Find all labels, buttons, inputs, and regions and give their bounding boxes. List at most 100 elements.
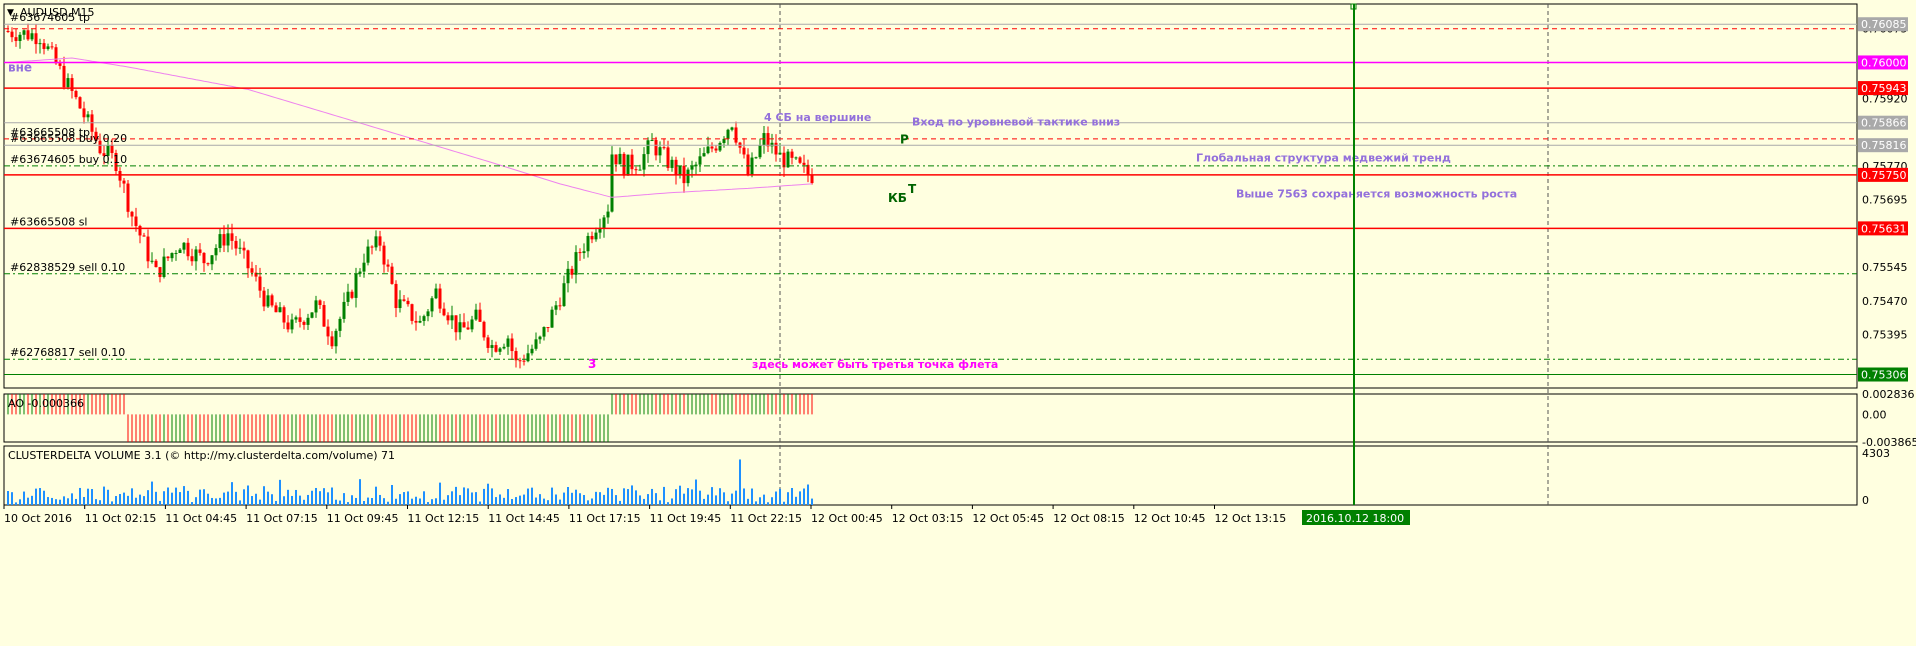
candle-body — [406, 300, 410, 305]
time-label: 12 Oct 03:15 — [892, 512, 964, 525]
candle-body — [642, 154, 646, 170]
chart-annotation: здесь может быть третья точка флета — [752, 358, 998, 371]
candle-body — [590, 235, 594, 240]
candle-body — [202, 252, 206, 264]
candle-body — [486, 337, 490, 348]
candle-body — [414, 320, 418, 323]
time-label: 11 Oct 19:45 — [650, 512, 722, 525]
candle-body — [674, 159, 678, 176]
candle-body — [490, 345, 494, 348]
candle-body — [698, 156, 702, 165]
order-label: #62838529 sell 0.10 — [10, 261, 125, 274]
candle-body — [626, 154, 630, 176]
candle-body — [246, 250, 250, 269]
candle-body — [318, 300, 322, 306]
time-label: 11 Oct 17:15 — [569, 512, 641, 525]
candle-body — [594, 232, 598, 240]
price-tag-box — [1858, 55, 1908, 70]
candle-body — [386, 264, 390, 267]
candle-body — [350, 291, 354, 298]
price-tag-box — [1858, 367, 1908, 382]
candle-body — [410, 304, 414, 321]
price-tag-box — [1858, 81, 1908, 96]
candle-body — [678, 165, 682, 176]
candle-body — [686, 169, 690, 184]
candle-body — [570, 268, 574, 275]
candle-body — [34, 33, 38, 45]
candle-body — [454, 315, 458, 333]
candle-body — [798, 157, 802, 163]
candle-body — [106, 145, 110, 156]
candle-body — [274, 305, 278, 313]
candle-body — [534, 339, 538, 349]
candle-body — [226, 233, 230, 246]
order-label: #63665508 sl — [10, 215, 88, 228]
candle-body — [362, 262, 366, 272]
candle-body — [714, 148, 718, 151]
candle-body — [546, 327, 550, 329]
candle-body — [170, 253, 174, 259]
candle-body — [62, 65, 66, 88]
candle-body — [494, 345, 498, 352]
candle-body — [330, 336, 334, 347]
candle-body — [42, 43, 46, 49]
candle-body — [538, 336, 542, 340]
candle-body — [162, 256, 166, 278]
candle-body — [550, 309, 554, 328]
candle-body — [310, 312, 314, 318]
volume-tick-label: 0 — [1862, 494, 1869, 507]
candle-body — [214, 248, 218, 256]
candle-body — [70, 78, 74, 91]
candle-body — [322, 305, 326, 327]
ao-tick-label: -0.003865 — [1862, 436, 1916, 449]
symbol-dropdown-icon: ▼ — [7, 8, 14, 18]
candle-body — [126, 183, 130, 212]
candle-body — [398, 299, 402, 309]
candle-body — [502, 346, 506, 349]
candle-body — [566, 268, 570, 284]
chart-annotation: вне — [8, 60, 32, 74]
candle-body — [82, 108, 86, 118]
chart-annotation: Вход по уровневой тактике вниз — [912, 115, 1120, 128]
candle-body — [442, 308, 446, 316]
candle-body — [86, 114, 90, 118]
candle-body — [358, 271, 362, 274]
candle-body — [794, 157, 798, 159]
candle-body — [754, 157, 758, 159]
candle-body — [118, 171, 122, 181]
candle-body — [94, 131, 98, 141]
candle-body — [58, 63, 62, 66]
symbol-title: AUDUSD,M15 — [20, 6, 95, 19]
candle-body — [366, 246, 370, 263]
candle-body — [806, 164, 810, 176]
candle-body — [294, 317, 298, 320]
candle-body — [482, 321, 486, 338]
time-label: 11 Oct 12:15 — [408, 512, 480, 525]
candle-body — [790, 151, 794, 158]
candle-body — [426, 311, 430, 317]
candle-body — [114, 152, 118, 172]
candle-body — [14, 37, 18, 42]
candle-body — [542, 327, 546, 337]
candle-body — [50, 46, 54, 48]
candle-body — [418, 320, 422, 323]
ao-panel-frame — [3, 393, 1858, 443]
time-label: 11 Oct 22:15 — [730, 512, 802, 525]
time-cursor-handle — [1350, 3, 1357, 10]
time-label: 11 Oct 14:45 — [488, 512, 560, 525]
price-tag-box — [1858, 221, 1908, 236]
candle-body — [222, 234, 226, 246]
candle-body — [630, 154, 634, 170]
candle-body — [746, 154, 750, 175]
candle-body — [742, 147, 746, 155]
cursor-time-box — [1302, 510, 1410, 525]
candle-body — [574, 252, 578, 275]
candle-body — [178, 249, 182, 254]
ao-tick-label: 0.002836 — [1862, 388, 1915, 401]
candle-body — [354, 273, 358, 298]
candle-body — [810, 175, 814, 184]
price-tag-label: 0.75631 — [1861, 222, 1907, 235]
candle-body — [618, 153, 622, 165]
